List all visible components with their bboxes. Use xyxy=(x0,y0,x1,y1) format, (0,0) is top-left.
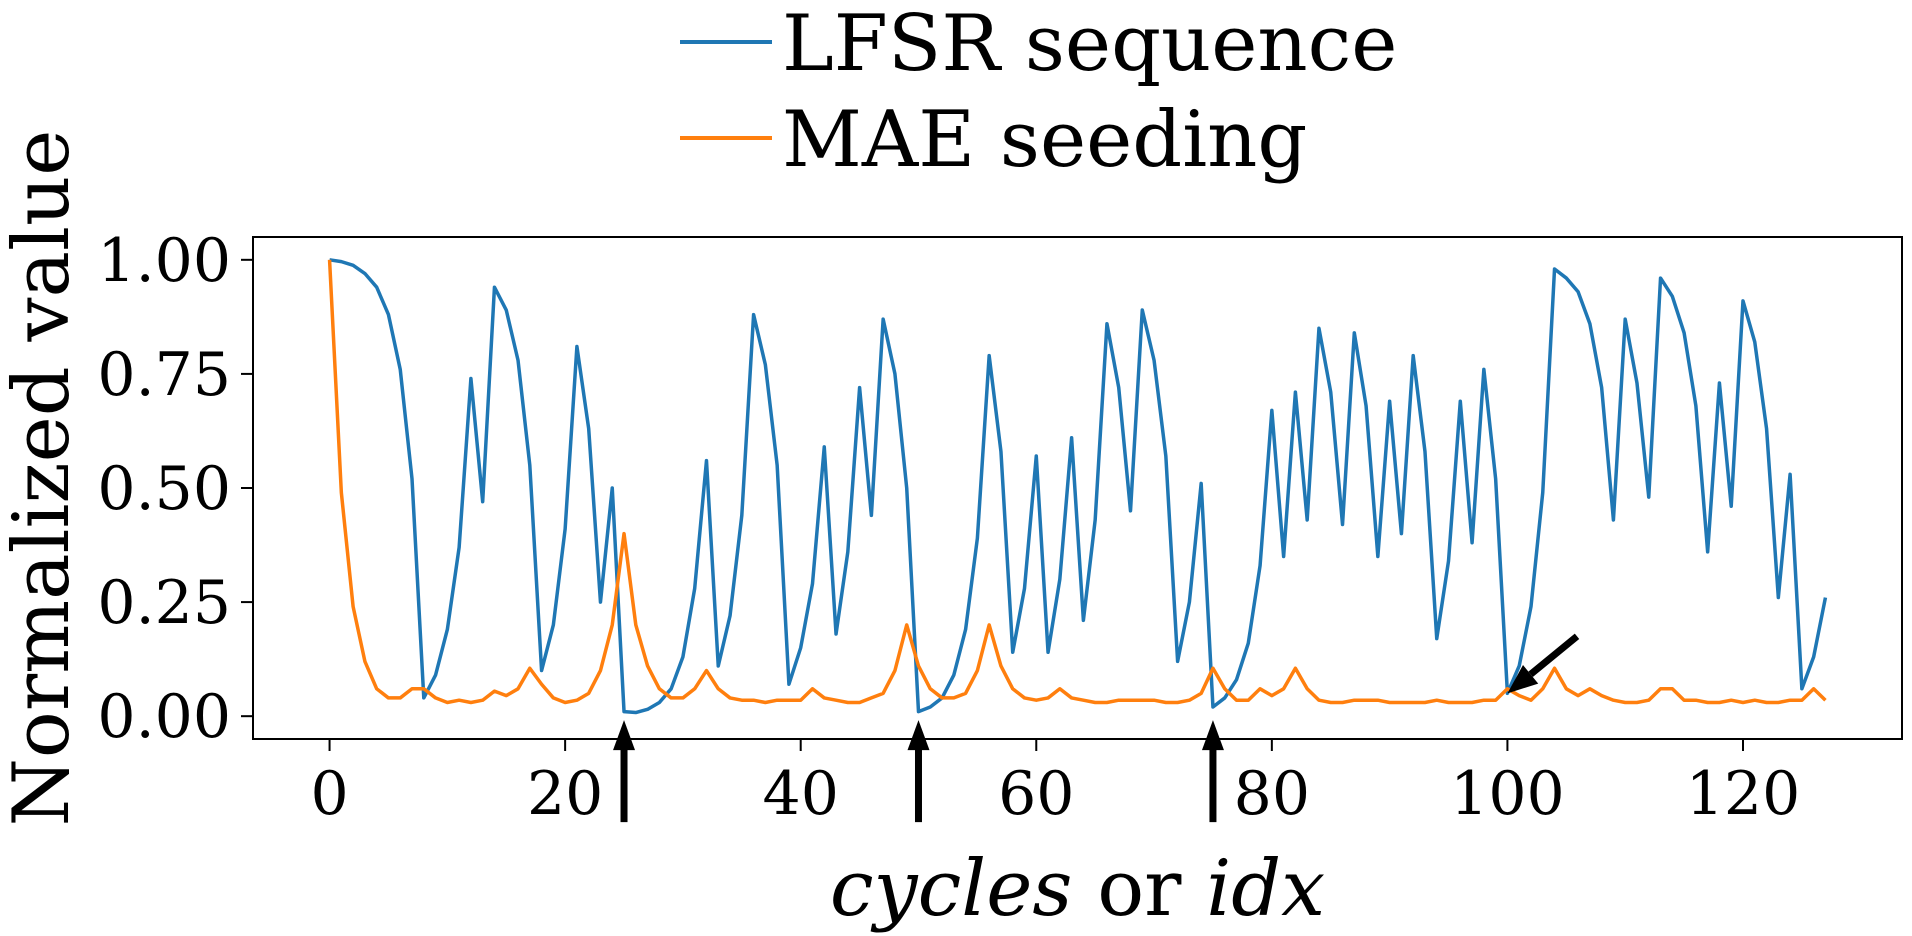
x-tick-label: 60 xyxy=(998,759,1074,829)
x-axis-label-part: cycles xyxy=(830,844,1073,934)
y-tick-label: 0.00 xyxy=(97,682,231,752)
series-line-lfsr-sequence xyxy=(329,258,1828,715)
x-tick-label: 120 xyxy=(1686,759,1801,829)
y-axis-label: Normalized value xyxy=(0,130,87,827)
axes: 0 20 40 60 80 100 120 0.00 0.25 0.50 0.75 1.00 xyxy=(97,226,1903,829)
x-axis-label: cycles or idx xyxy=(830,844,1325,934)
x-axis-label-part: idx xyxy=(1206,844,1325,934)
y-tick-label: 0.25 xyxy=(97,568,231,638)
plot-frame xyxy=(252,236,1903,740)
annotation-arrow xyxy=(613,720,636,823)
annotation-arrow xyxy=(1201,720,1224,823)
x-axis-label-part: or xyxy=(1072,844,1206,934)
legend-label: MAE seeding xyxy=(782,95,1307,185)
x-tick-label: 100 xyxy=(1450,759,1565,829)
annotation-arrow xyxy=(907,720,930,823)
x-tick-label: 20 xyxy=(527,759,603,829)
series-line-mae-seeding xyxy=(327,259,1827,705)
annotation-arrow xyxy=(1507,633,1580,694)
legend-label: LFSR sequence xyxy=(782,0,1397,89)
y-tick-label: 0.50 xyxy=(97,454,231,524)
x-tick-label: 0 xyxy=(310,759,348,829)
annotations xyxy=(613,633,1580,823)
x-tick-label: 80 xyxy=(1234,759,1310,829)
y-tick-label: 1.00 xyxy=(97,226,231,296)
y-tick-label: 0.75 xyxy=(97,340,231,410)
series-layer xyxy=(327,258,1828,715)
x-tick-label: 40 xyxy=(763,759,839,829)
